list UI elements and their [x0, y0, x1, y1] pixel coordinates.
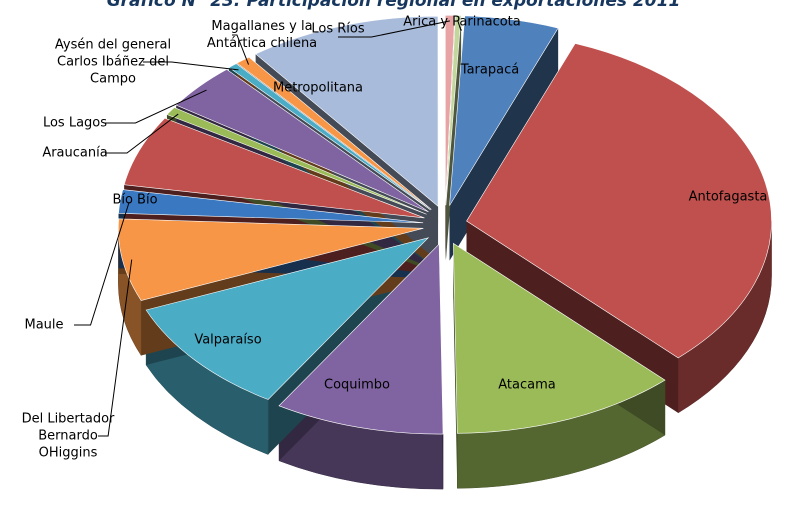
- slice-label: Tarapacá: [460, 62, 520, 78]
- slice: [228, 63, 431, 211]
- leader-line: [143, 61, 239, 71]
- leader-line: [338, 20, 451, 38]
- slice: [449, 15, 559, 206]
- slice: [444, 14, 456, 206]
- slice: [175, 69, 429, 213]
- leader-line: [74, 201, 130, 326]
- slice-wall: [445, 15, 462, 261]
- slice: [255, 15, 439, 207]
- slice-label: Coquimbo: [323, 377, 391, 393]
- slice-label: Bío Bío: [112, 192, 158, 208]
- slice-label: Maule: [24, 317, 64, 333]
- slice: [123, 117, 425, 219]
- slice: [445, 15, 462, 206]
- leader-line: [457, 20, 462, 31]
- slice-label: Aysén del general Carlos Ibáñez del Camp…: [54, 37, 172, 87]
- leader-line: [232, 34, 250, 65]
- slice: [278, 243, 444, 435]
- slices: [118, 14, 772, 435]
- slice-label: Araucanía: [42, 145, 108, 161]
- leader-line: [105, 113, 179, 154]
- slice-label: Magallanes y la Antártica chilena: [206, 19, 318, 51]
- slice: [118, 218, 424, 301]
- slice: [145, 237, 430, 400]
- slice: [453, 242, 666, 434]
- slice-label: Atacama: [498, 377, 556, 393]
- slice: [118, 189, 424, 224]
- slice: [236, 56, 432, 210]
- slice-label: Del Libertador Bernardo OHiggins: [21, 411, 115, 461]
- slice-label: Antofagasta: [688, 189, 768, 205]
- chart-title: Gráfico N° 23: Participación regional en…: [106, 0, 681, 11]
- leader-line: [105, 89, 207, 124]
- slice-wall: [449, 28, 559, 261]
- slice-label: Los Lagos: [42, 115, 108, 131]
- slice-label: Arica y Parinacota: [403, 14, 521, 30]
- leader-line: [98, 259, 133, 437]
- slice-label: Metropolitana: [272, 80, 364, 96]
- slice: [466, 43, 772, 359]
- slice-label: Los Ríos: [311, 21, 365, 37]
- slice: [166, 107, 427, 215]
- slice-label: Valparaíso: [194, 332, 262, 348]
